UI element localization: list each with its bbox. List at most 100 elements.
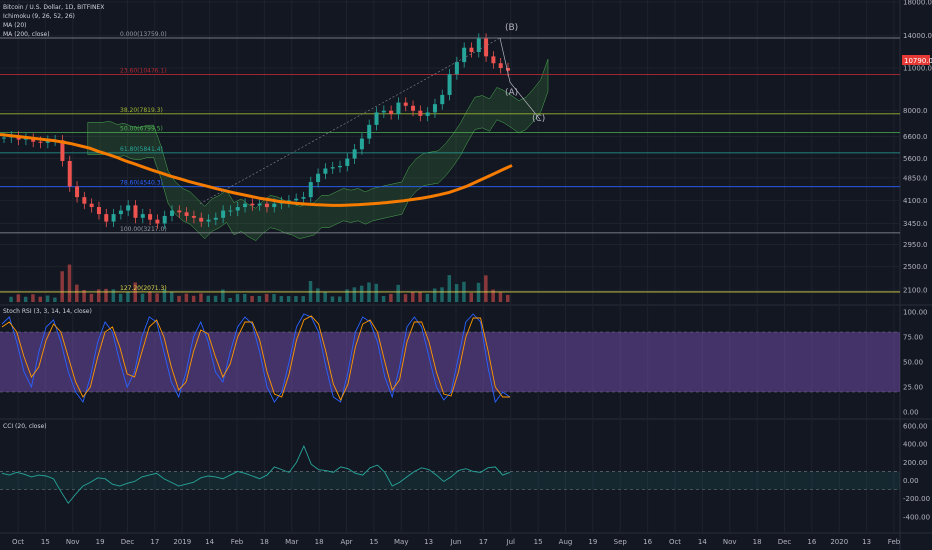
candle-body xyxy=(272,203,277,208)
candle-body xyxy=(389,110,394,115)
candle-body xyxy=(476,38,481,52)
volume-bar xyxy=(374,283,379,302)
volume-bar xyxy=(177,295,181,302)
volume-bar xyxy=(491,289,495,302)
volume-bar xyxy=(469,292,473,302)
candle-body xyxy=(316,173,321,183)
volume-bar xyxy=(235,293,240,302)
volume-bar xyxy=(148,291,152,302)
volume-bar xyxy=(45,295,50,302)
y-tick-label: 18000.0 xyxy=(903,0,932,7)
volume-bar xyxy=(286,296,291,302)
volume-bar xyxy=(96,289,101,302)
volume-bar xyxy=(53,297,57,302)
volume-bar xyxy=(345,289,349,302)
x-tick-label: Jul xyxy=(506,538,516,546)
x-tick-label: 18 xyxy=(260,538,269,546)
candle-body xyxy=(221,210,226,218)
y-tick-label: 8000.0 xyxy=(903,107,928,115)
candle-body xyxy=(418,110,423,116)
fib-level-label: 50.00(6799.5) xyxy=(120,126,163,133)
candle-body xyxy=(374,112,379,125)
legend-stoch-rsi[interactable]: Stoch RSI (3, 3, 14, 14, close) xyxy=(3,308,92,315)
volume-bar xyxy=(206,295,211,302)
fib-level-label: 100.00(3217.0) xyxy=(120,226,167,233)
candle-body xyxy=(338,165,342,168)
y-tick-label: 4100.0 xyxy=(903,197,928,205)
candle-body xyxy=(469,47,474,52)
fib-level-label: 23.60(10476.1) xyxy=(120,68,167,75)
x-tick-label: 19 xyxy=(588,538,597,546)
volume-bar xyxy=(75,284,79,302)
legend-cci[interactable]: CCI (20, close) xyxy=(3,423,47,430)
candle-body xyxy=(177,210,182,213)
fib-level-label: 127.20(2071.3) xyxy=(120,285,167,292)
candle-body xyxy=(425,112,430,116)
legend-ma-long[interactable]: MA (200, close) xyxy=(3,31,50,38)
legend-ichimoku[interactable]: Ichimoku (9, 26, 52, 26) xyxy=(3,13,75,20)
stoch-y-tick: 0.00 xyxy=(903,409,919,417)
volume-bar xyxy=(301,296,305,302)
stoch-k-line xyxy=(1,313,511,404)
candle-body xyxy=(155,219,160,224)
volume-bar xyxy=(191,295,196,302)
x-tick-label: 13 xyxy=(862,538,871,546)
legend-ma-short[interactable]: MA (20) xyxy=(3,22,27,29)
y-tick-label: 3450.0 xyxy=(903,220,928,228)
candle-body xyxy=(213,217,218,220)
candle-body xyxy=(228,210,233,212)
candle-body xyxy=(38,141,43,143)
cci-y-tick: -200.00 xyxy=(903,495,930,503)
candle-body xyxy=(411,105,416,111)
volume-bar xyxy=(330,296,335,302)
candle-body xyxy=(2,137,6,139)
candle-body xyxy=(111,214,116,222)
x-tick-label: 15 xyxy=(534,538,543,546)
cci-pane xyxy=(0,444,900,505)
cci-y-tick: 600.00 xyxy=(903,423,928,431)
candle-body xyxy=(308,182,313,198)
time-axis[interactable]: Oct 15 Nov 19 Dec 17 2019 14 Feb 18 Mar 18 Apr 15 May 1… xyxy=(12,538,901,546)
candle-body xyxy=(82,197,87,204)
price-axis[interactable]: 18000.0 14000.0 11000.0 8000.0 6600.0 5600.0 4… xyxy=(903,0,932,521)
candle-body xyxy=(148,214,153,220)
stoch-rsi-pane xyxy=(0,313,900,404)
fib-level-label: 61.80(5841.4) xyxy=(120,146,163,153)
candle-body xyxy=(403,102,408,106)
volume-bar xyxy=(294,296,298,302)
candle-body xyxy=(396,102,401,115)
volume-bar xyxy=(118,293,123,302)
candle-body xyxy=(498,63,503,69)
x-tick-label: 2019 xyxy=(173,538,191,546)
volume-bar xyxy=(506,294,510,302)
volume-bar xyxy=(31,294,35,302)
x-tick-label: 16 xyxy=(643,538,652,546)
candle-body xyxy=(250,203,255,206)
candle-body xyxy=(118,210,123,215)
fib-level-label: 38.20(7819.3) xyxy=(120,107,163,114)
candle-body xyxy=(257,203,262,206)
candle-body xyxy=(89,203,94,208)
volume-bar xyxy=(279,296,284,302)
trendline xyxy=(199,37,501,204)
volume-bar xyxy=(126,291,130,302)
cci-y-tick: 200.00 xyxy=(903,459,928,467)
y-tick-label: 2500.0 xyxy=(903,263,928,271)
candle-body xyxy=(199,217,204,222)
x-tick-label: 17 xyxy=(479,538,488,546)
stoch-y-tick: 75.00 xyxy=(903,334,923,342)
candle-body xyxy=(294,198,299,201)
legend-symbol[interactable]: Bitcoin / U.S. Dollar, 1D, BITFINEX xyxy=(3,4,104,11)
y-tick-label: 2100.0 xyxy=(903,287,928,295)
candle-body xyxy=(484,38,489,57)
x-tick-label: Jun xyxy=(450,538,462,546)
candle-body xyxy=(359,138,364,150)
x-tick-label: 14 xyxy=(698,538,707,546)
x-tick-label: Sep xyxy=(614,538,628,546)
cci-y-tick: 0.00 xyxy=(903,477,919,485)
stoch-y-tick: 100.00 xyxy=(903,309,928,317)
candle-body xyxy=(367,124,372,139)
candle-body xyxy=(104,214,109,222)
